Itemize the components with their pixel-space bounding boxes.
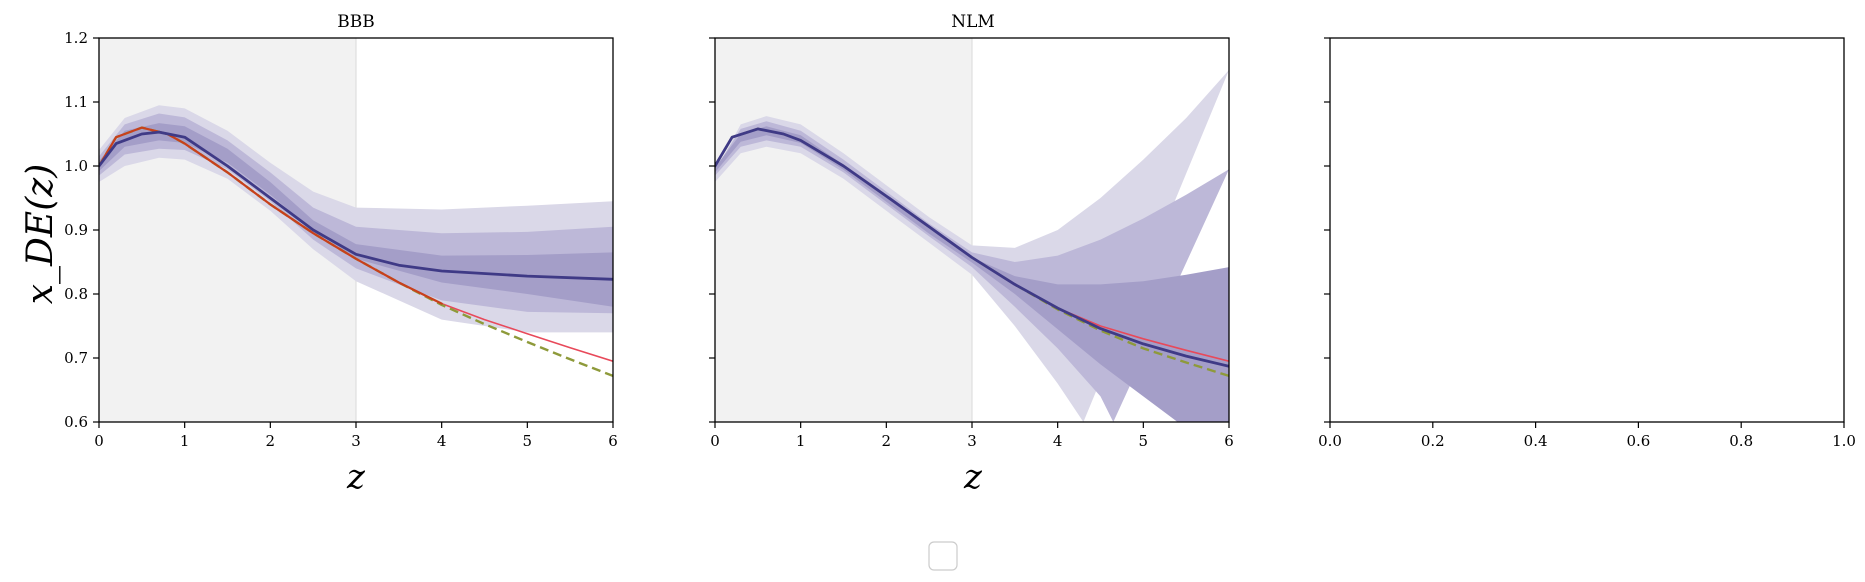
panel-bbb-plot: 0 1 2 3 4 5 6 0.6 0.7 0.8 0.9 1.0 1.1 1.2 [64,29,618,450]
legend-box [928,541,958,571]
panel-empty-x-tick-label: 1.0 [1832,432,1856,450]
panel-bbb-x-tick-label: 3 [351,432,361,450]
panel-nlm-content [715,38,1229,422]
panel-empty-plot: 0.0 0.2 0.4 0.6 0.8 1.0 [1318,37,1856,450]
panel-nlm-x-tick-label: 0 [710,432,720,450]
panel-nlm-x-tick-label: 4 [1053,432,1063,450]
panel-bbb-x-axis-label: z [346,457,366,497]
panel-bbb-y-tick-label: 0.8 [64,285,88,303]
panel-bbb-x-tick-label: 2 [266,432,276,450]
panel-bbb-content [99,38,613,422]
panel-nlm-x-tick-label: 5 [1139,432,1149,450]
panel-empty-x-tick-label: 0.0 [1318,432,1342,450]
panel-bbb-x-tick-label: 4 [437,432,447,450]
panel-nlm-x-tick-label: 1 [796,432,806,450]
panel-bbb: 0 1 2 3 4 5 6 0.6 0.7 0.8 0.9 1.0 1.1 1.2 BBB z [64,12,618,497]
panel-empty-x-tick-label: 0.8 [1729,432,1753,450]
panel-bbb-series-3 [99,130,613,281]
panel-nlm-x-tick-label: 6 [1224,432,1234,450]
panel-bbb-title: BBB [337,12,374,32]
panel-bbb-y-tick-label: 1.1 [64,93,88,111]
panel-bbb-y-tick-label: 0.7 [64,349,88,367]
panel-nlm: 0 1 2 3 4 5 6 NLM z [709,12,1234,497]
panel-nlm-band-1sigma [715,126,1229,422]
panel-empty-x-tick-label: 0.4 [1524,432,1548,450]
panel-nlm-x-tick-label: 3 [967,432,977,450]
panel-empty: 0.0 0.2 0.4 0.6 0.8 1.0 [1318,37,1856,450]
panel-nlm-plot: 0 1 2 3 4 5 6 [709,37,1234,450]
panel-nlm-title: NLM [951,12,995,32]
y-axis-label: x_DE(z) [20,164,61,305]
panel-bbb-y-tick-label: 1.2 [64,29,88,47]
panel-bbb-x-tick-label: 6 [608,432,618,450]
panel-nlm-series-2 [715,127,1229,368]
panel-nlm-x-axis-label: z [963,457,983,497]
panel-bbb-band-1sigma [99,123,613,307]
panel-bbb-y-tick-label: 0.6 [64,413,88,431]
panel-empty-x-tick-label: 0.2 [1421,432,1445,450]
panel-nlm-x-tick-label: 2 [882,432,892,450]
panel-bbb-y-tick-label: 1.0 [64,157,88,175]
panel-bbb-series-2 [99,126,443,305]
panel-bbb-y-tick-label: 0.9 [64,221,88,239]
panel-bbb-x-tick-label: 5 [523,432,533,450]
panel-empty-x-tick-label: 0.6 [1626,432,1650,450]
panel-bbb-x-tick-label: 0 [94,432,104,450]
panel-bbb-x-tick-label: 1 [180,432,190,450]
